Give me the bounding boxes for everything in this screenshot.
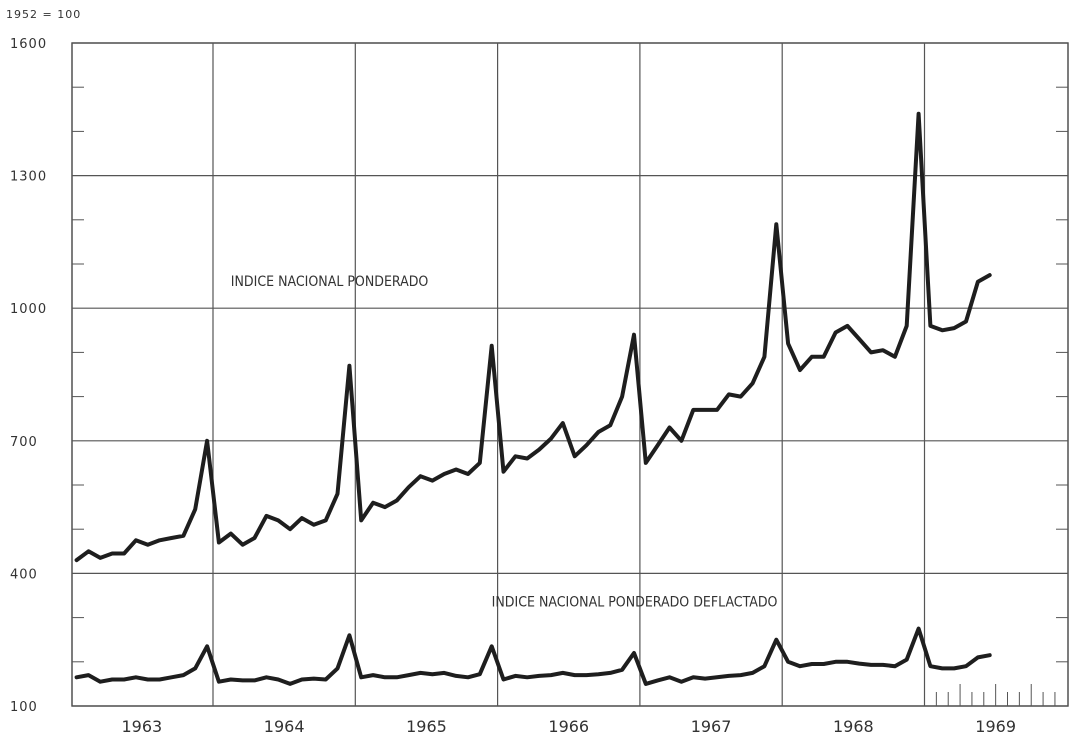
y-tick-label: 1300 [10,170,47,185]
y-axis-labels: 100 400 700 1000 1300 1600 [10,37,47,715]
x-axis-labels: 1963 1964 1965 1966 1967 1968 1969 [121,717,1016,736]
annotations: INDICE NACIONAL PONDERADO INDICE NACIONAL… [231,274,778,610]
grid-lines [71,42,1069,707]
y-tick-label: 100 [10,700,38,715]
y-tick-label: 700 [10,435,38,450]
series-annotation-1: INDICE NACIONAL PONDERADO [231,274,429,290]
x-tick-label: 1968 [833,717,874,736]
y-tick-label: 400 [10,567,38,582]
y-tick-label: 1000 [10,302,47,317]
x-tick-label: 1963 [121,717,162,736]
series-line-2 [74,626,992,686]
y-tick-label: 1600 [10,37,47,52]
series-annotation-2: INDICE NACIONAL PONDERADO DEFLACTADO [492,595,778,611]
series-layer [74,111,992,686]
minor-ticks [72,86,1068,706]
x-tick-label: 1964 [264,717,305,736]
series-line-1 [74,111,992,563]
unit-label: 1952 = 100 [6,8,81,21]
x-tick-label: 1969 [975,717,1016,736]
x-tick-label: 1966 [548,717,589,736]
x-tick-label: 1967 [691,717,732,736]
x-tick-label: 1965 [406,717,447,736]
